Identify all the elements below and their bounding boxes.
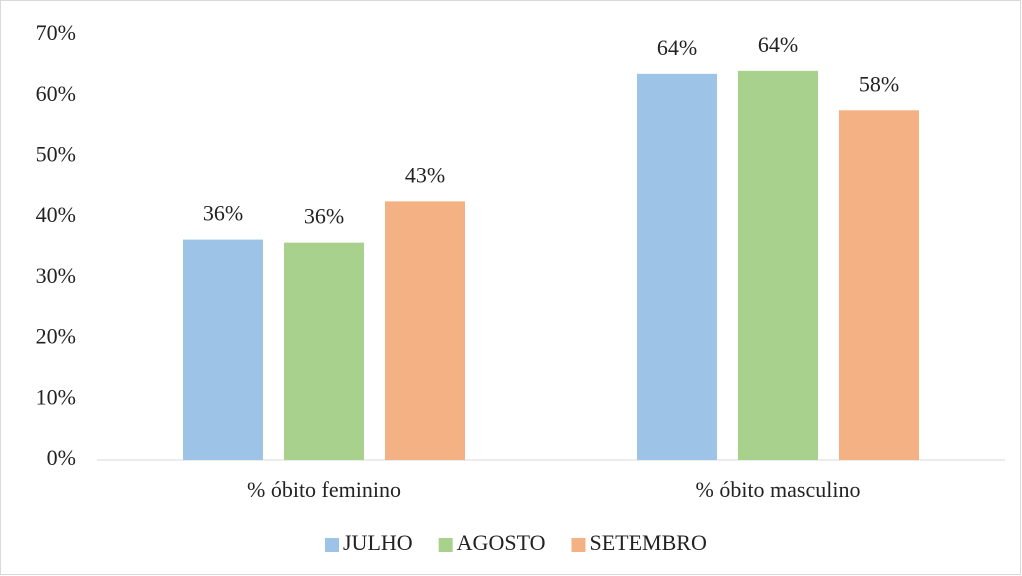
bar (284, 242, 364, 460)
bar (637, 73, 717, 460)
legend-label: JULHO (343, 530, 413, 555)
y-tick-label: 40% (36, 202, 76, 227)
y-tick-label: 0% (47, 445, 76, 470)
legend-swatch (571, 538, 586, 552)
y-tick-label: 70% (36, 20, 76, 45)
bar (839, 110, 919, 461)
legend-swatch (438, 538, 453, 552)
y-tick-label: 60% (36, 81, 76, 106)
legend-label: SETEMBRO (590, 530, 707, 555)
value-label: 43% (405, 162, 445, 187)
y-tick-label: 30% (36, 263, 76, 288)
legend-label: AGOSTO (457, 530, 546, 555)
value-label: 58% (859, 71, 899, 96)
y-tick-label: 10% (36, 384, 76, 409)
bar (385, 201, 465, 460)
x-tick-label: % óbito masculino (696, 477, 861, 502)
x-tick-label: % óbito feminino (247, 477, 401, 502)
bar (183, 239, 263, 460)
legend-swatch (325, 538, 339, 552)
value-label: 36% (304, 204, 344, 229)
value-label: 64% (758, 32, 798, 57)
bar (738, 70, 818, 461)
y-tick-label: 20% (36, 324, 76, 349)
value-label: 64% (657, 35, 697, 60)
y-tick-label: 50% (36, 141, 76, 166)
value-label: 36% (203, 201, 243, 226)
